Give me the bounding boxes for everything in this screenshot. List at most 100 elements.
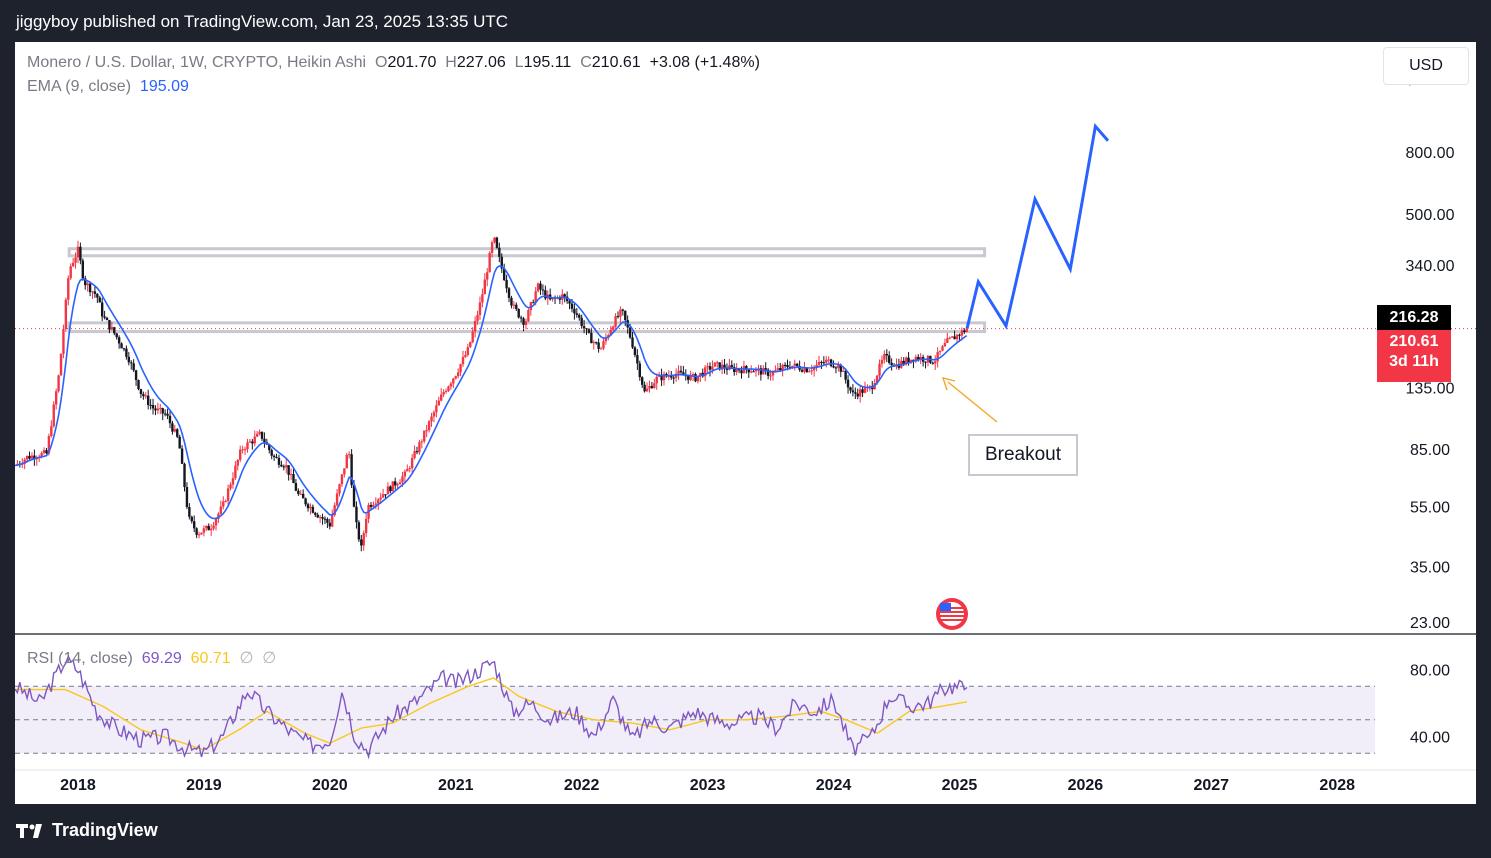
us-flag-event-icon-stripe [940,611,964,613]
candle-body [377,499,380,504]
candle-body [888,355,891,363]
candle-body [829,359,833,367]
chart-canvas[interactable]: 1,400.00800.00500.00340.00135.0085.0055.… [14,42,1476,804]
candle-body [270,450,273,456]
candle-body [398,482,402,485]
time-tick-label: 2024 [816,777,852,794]
candle-body [963,330,966,333]
candle-body [178,436,181,449]
candle-body [268,444,271,451]
candle-body [226,488,230,501]
candle-body [401,476,404,483]
candle-body [682,372,685,376]
candle-body [217,513,220,519]
candle-body [689,374,692,380]
candle-body [173,429,177,432]
candle-body [355,506,358,523]
candle-body [846,379,850,388]
ema-label: EMA (9, close) [27,78,132,95]
candle-body [86,283,89,286]
candle-body [231,478,235,485]
candle-body [263,438,266,443]
candle-body [125,348,128,357]
candle-body [91,291,94,293]
candle-body [534,291,537,303]
candle-body [614,316,617,327]
price-tick-label: 340.00 [1406,258,1455,275]
candle-body [40,453,43,458]
time-tick-label: 2026 [1068,777,1104,794]
candle-body [440,394,443,401]
last-price-value: 210.61 [1389,333,1439,350]
candle-body [943,343,947,347]
candle-body [328,522,332,527]
candle-body [488,252,491,273]
candle-body [350,454,353,486]
candle-body [808,371,811,373]
candle-body [839,364,842,372]
candle-body [493,237,496,243]
chart-frame[interactable]: 1,400.00800.00500.00340.00135.0085.0055.… [14,42,1476,804]
candle-body [236,459,239,466]
candle-body [817,361,821,365]
candle-body [243,449,247,451]
breakout-annotation[interactable]: Breakout [968,434,1078,476]
tradingview-logo[interactable]: TradingView [16,820,158,841]
candle-body [241,449,244,451]
price-tick-label: 23.00 [1410,615,1450,632]
candle-body [783,364,787,366]
candle-body [563,294,566,297]
candle-body [93,291,97,294]
candle-body [711,366,714,370]
candle-body [59,353,63,376]
candle-body [532,302,535,304]
candle-body [687,376,690,380]
candle-body [202,528,206,533]
candle-body [708,366,712,370]
candle-body [393,481,397,486]
candle-body [573,308,576,314]
candle-body [716,362,719,364]
candle-body [343,468,346,475]
rsi-tick-label: 80.00 [1410,663,1450,680]
candle-body [219,506,223,514]
rsi-ma-value: 60.71 [190,650,231,667]
candle-body [333,505,336,516]
candle-body [127,356,131,363]
candle-body [544,290,547,299]
candle-body [54,391,58,405]
candle-body [875,375,879,384]
candle-body [132,363,135,371]
candle-body [255,433,259,437]
candle-body [677,370,680,374]
price-tick-label: 85.00 [1410,442,1450,459]
candle-body [369,504,373,507]
candle-body [139,389,143,395]
rsi-legend: RSI (14, close) 69.29 60.71 ∅ ∅ [27,648,276,668]
candle-body [713,362,717,367]
candle-body [166,413,169,416]
candle-body [793,363,796,366]
candle-body [570,303,574,309]
candle-body [299,493,302,495]
candle-body [953,336,956,340]
rsi-na-2: ∅ [262,650,277,667]
candle-body [670,375,673,378]
candle-body [958,334,961,336]
candle-body [415,451,419,453]
candle-body [604,337,608,342]
candle-body [481,294,484,303]
breakout-arrow-head [941,377,956,391]
candle-body [643,384,646,392]
price-tick-label: 55.00 [1410,499,1450,516]
candle-body [185,487,189,508]
candle-body [466,347,470,355]
candle-body [47,436,51,454]
currency-button[interactable]: USD [1383,47,1469,85]
candle-body [81,260,85,279]
symbol-label: Monero / U.S. Dollar, 1W, CRYPTO, Heikin… [27,54,367,71]
candle-body [931,362,935,364]
candle-body [679,370,683,373]
candle-body [452,378,455,384]
candle-body [517,309,520,318]
